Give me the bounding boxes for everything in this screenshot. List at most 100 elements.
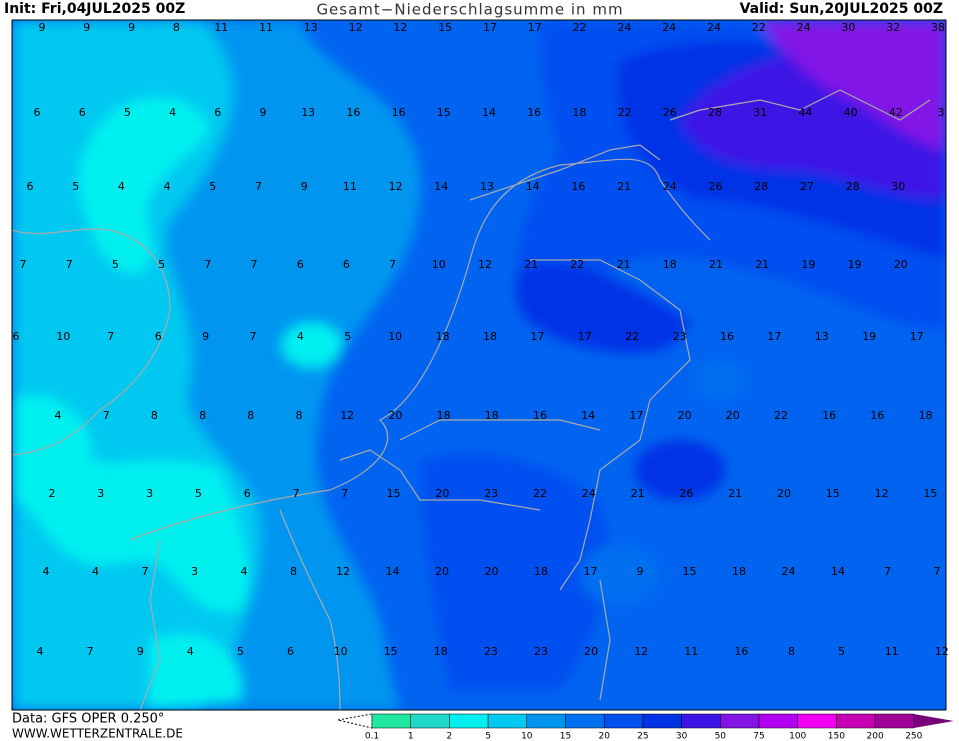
grid-value: 4 xyxy=(169,106,176,119)
grid-value: 16 xyxy=(571,180,585,193)
grid-value: 7 xyxy=(884,565,891,578)
grid-value: 6 xyxy=(34,106,41,119)
grid-value: 7 xyxy=(341,487,348,500)
grid-value: 19 xyxy=(862,330,876,343)
grid-value: 24 xyxy=(582,487,596,500)
precipitation-field xyxy=(12,20,946,710)
legend-label: 25 xyxy=(637,732,648,741)
grid-value: 14 xyxy=(434,180,448,193)
legend-label: 5 xyxy=(485,732,491,741)
grid-value: 11 xyxy=(885,645,899,658)
legend-swatch xyxy=(603,713,644,729)
grid-value: 21 xyxy=(728,487,742,500)
grid-value: 22 xyxy=(573,21,587,34)
grid-value: 21 xyxy=(524,258,538,271)
grid-value: 21 xyxy=(709,258,723,271)
legend-swatch xyxy=(565,713,605,729)
grid-value: 12 xyxy=(393,21,407,34)
legend-swatch xyxy=(526,713,566,729)
grid-value: 3 xyxy=(97,487,104,500)
grid-value: 17 xyxy=(578,330,592,343)
grid-value: 21 xyxy=(617,180,631,193)
grid-value: 22 xyxy=(533,487,547,500)
grid-value: 14 xyxy=(831,565,845,578)
grid-value: 31 xyxy=(753,106,767,119)
grid-value: 28 xyxy=(846,180,860,193)
valid-label: Valid: Sun,20JUL2025 00Z xyxy=(740,1,943,17)
grid-value: 3 xyxy=(938,106,945,119)
legend-swatch xyxy=(449,713,489,729)
grid-value: 18 xyxy=(436,330,450,343)
grid-value: 20 xyxy=(777,487,791,500)
grid-value: 7 xyxy=(103,409,110,422)
grid-value: 6 xyxy=(79,106,86,119)
grid-value: 14 xyxy=(581,409,595,422)
grid-value: 17 xyxy=(530,330,544,343)
grid-value: 16 xyxy=(822,409,836,422)
grid-value: 26 xyxy=(679,487,693,500)
grid-value: 32 xyxy=(886,21,900,34)
grid-value: 7 xyxy=(87,645,94,658)
grid-value: 23 xyxy=(673,330,687,343)
grid-value: 26 xyxy=(709,180,723,193)
grid-value: 12 xyxy=(875,487,889,500)
grid-value: 15 xyxy=(387,487,401,500)
legend-label: 2 xyxy=(447,732,453,741)
grid-value: 18 xyxy=(572,106,586,119)
grid-value: 5 xyxy=(72,180,79,193)
grid-value: 9 xyxy=(137,645,144,658)
grid-value: 12 xyxy=(349,21,363,34)
grid-value: 4 xyxy=(118,180,125,193)
grid-value: 28 xyxy=(708,106,722,119)
grid-value: 4 xyxy=(187,645,194,658)
grid-value: 4 xyxy=(37,645,44,658)
grid-value: 22 xyxy=(618,106,632,119)
grid-value: 8 xyxy=(296,409,303,422)
grid-value: 19 xyxy=(801,258,815,271)
grid-value: 16 xyxy=(527,106,541,119)
grid-value: 12 xyxy=(336,565,350,578)
coastlines xyxy=(12,89,931,710)
grid-value: 10 xyxy=(56,330,70,343)
legend-swatch xyxy=(797,713,837,729)
map-title: Gesamt−Niederschlagsumme in mm xyxy=(316,1,623,19)
grid-value: 13 xyxy=(815,330,829,343)
grid-value: 14 xyxy=(386,565,400,578)
grid-value: 5 xyxy=(158,258,165,271)
grid-value: 22 xyxy=(570,258,584,271)
grid-value: 7 xyxy=(142,565,149,578)
grid-value: 24 xyxy=(782,565,796,578)
grid-value: 24 xyxy=(797,21,811,34)
grid-value: 4 xyxy=(241,565,248,578)
grid-value: 4 xyxy=(43,565,50,578)
grid-value: 18 xyxy=(483,330,497,343)
legend: 0.1 1 2 5 10 15 20 25 30 50 75 100 150 200 250 xyxy=(337,713,954,741)
legend-label: 0.1 xyxy=(365,732,379,741)
grid-value: 7 xyxy=(255,180,262,193)
grid-value: 15 xyxy=(437,106,451,119)
legend-swatch xyxy=(487,713,528,729)
grid-value: 8 xyxy=(290,565,297,578)
grid-value: 7 xyxy=(934,565,941,578)
data-source: Data: GFS OPER 0.250° xyxy=(12,712,164,727)
map-frame xyxy=(11,19,947,711)
grid-value: 30 xyxy=(891,180,905,193)
grid-value: 20 xyxy=(678,409,692,422)
grid-value: 18 xyxy=(434,645,448,658)
grid-value: 18 xyxy=(732,565,746,578)
grid-value: 17 xyxy=(629,409,643,422)
grid-value: 8 xyxy=(247,409,254,422)
grid-value: 6 xyxy=(155,330,162,343)
grid-value: 17 xyxy=(767,330,781,343)
legend-label: 200 xyxy=(867,732,884,741)
legend-label: 30 xyxy=(676,732,688,741)
grid-value: 11 xyxy=(684,645,698,658)
grid-value: 16 xyxy=(346,106,360,119)
grid-value: 24 xyxy=(662,21,676,34)
grid-value: 12 xyxy=(389,180,403,193)
grid-value: 6 xyxy=(287,645,294,658)
grid-value: 20 xyxy=(485,565,499,578)
grid-value: 23 xyxy=(484,487,498,500)
grid-value: 9 xyxy=(637,565,644,578)
